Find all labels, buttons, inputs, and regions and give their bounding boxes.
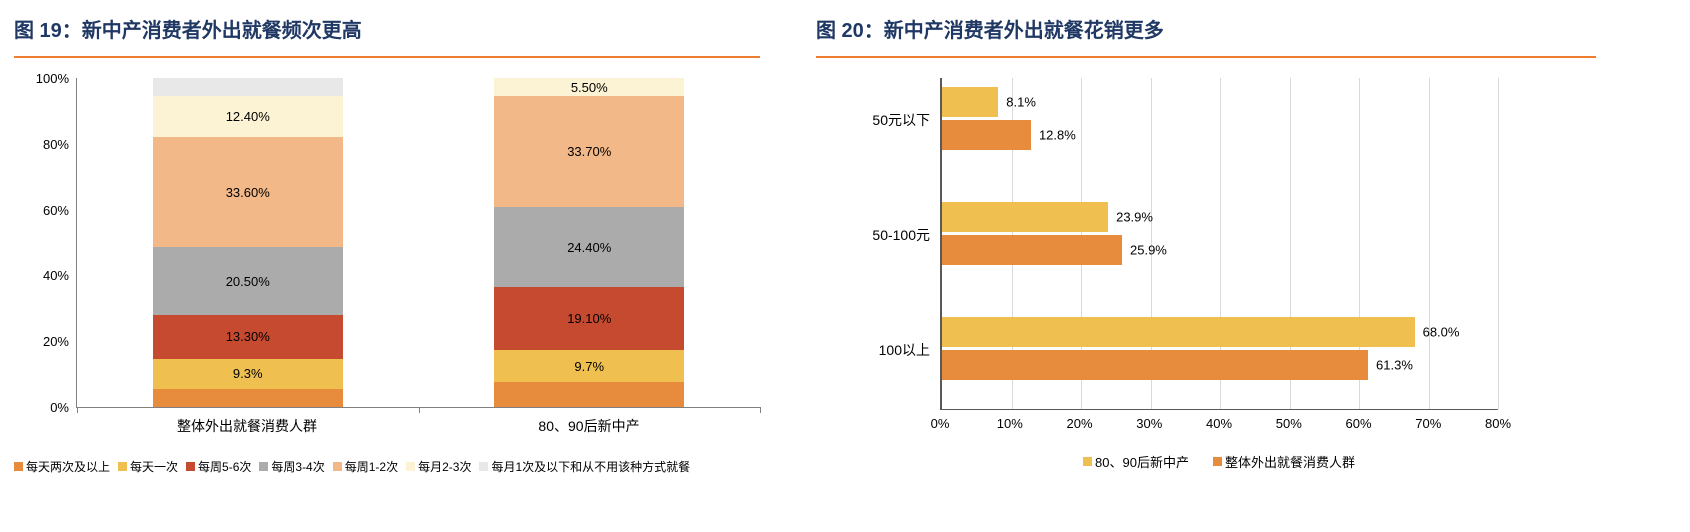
legend-label: 每天一次 — [130, 460, 179, 474]
x-axis: 0% 10% 20% 30% 40% 50% 60% 70% 80% — [931, 416, 1511, 436]
figure-19-chart: 0% 20% 40% 60% 80% 100% 9.3% 13.30% 20.50% 33.60%… — [14, 71, 761, 475]
stacked-bars-group: 9.3% 13.30% 20.50% 33.60% 12.40% 9.7% 19.10% 24… — [77, 78, 760, 407]
legend-swatch — [14, 462, 23, 471]
bar-segment: 9.7% — [494, 350, 685, 382]
legend-label: 每月2-3次 — [418, 460, 472, 474]
bar: 68.0% — [942, 317, 1459, 347]
legend-label: 每月1次及以下和从不用该种方式就餐 — [491, 460, 691, 474]
gridline — [1220, 78, 1221, 409]
legend-swatch — [259, 462, 269, 471]
category-label: 50元以下 — [872, 111, 930, 128]
legend-swatch — [118, 462, 128, 471]
bar-value-label: 61.3% — [1376, 357, 1413, 373]
gridline — [1289, 78, 1291, 409]
stacked-bar: 9.3% 13.30% 20.50% 33.60% 12.40% — [152, 78, 343, 407]
figure-19-panel: 图 19：新中产消费者外出就餐频次更高 0% 20% 40% 60% 80% 100% 9.… — [14, 12, 761, 475]
legend-label: 每周3-4次 — [271, 460, 325, 474]
gridline — [1150, 78, 1152, 409]
figure-20-legend: 80、90后新中产 整体外出就餐消费人群 — [940, 452, 1498, 471]
y-axis-tick-label: 0% — [50, 400, 69, 415]
y-axis-tick-label: 80% — [42, 136, 69, 152]
stacked-bar: 9.7% 19.10% 24.40% 33.70% 5.50% — [494, 78, 685, 407]
bar-segment: 9.3% — [152, 358, 343, 390]
legend-item: 每周5-6次 — [186, 458, 251, 475]
figure-20-panel: 图 20：新中产消费者外出就餐花销更多 50元以下 8.1% 12.8% 50-100… — [816, 12, 1596, 475]
bar-value-label: 68.0% — [1422, 324, 1460, 340]
legend-item: 每天两次及以上 — [14, 458, 110, 475]
legend-swatch — [332, 462, 342, 471]
x-axis-tick-label: 0% — [930, 416, 950, 431]
figure-20-title-rule — [816, 56, 1596, 58]
category-label: 整体外出就餐消费人群 — [177, 418, 317, 434]
legend-label: 80、90后新中产 — [1095, 455, 1189, 470]
legend-item: 每天一次 — [118, 458, 178, 475]
legend-item: 每周3-4次 — [259, 458, 325, 475]
x-axis-tick-mark — [760, 407, 761, 413]
gridline — [1428, 78, 1430, 409]
bar-segment: 13.30% — [152, 314, 343, 359]
bar-value-label: 23.9% — [1116, 209, 1153, 225]
legend-label: 整体外出就餐消费人群 — [1224, 455, 1355, 470]
y-axis-tick-label: 100% — [35, 71, 69, 86]
category-label: 80、90后新中产 — [538, 418, 640, 434]
bar-value-label: 8.1% — [1006, 94, 1036, 110]
report-figures-row: 图 19：新中产消费者外出就餐频次更高 0% 20% 40% 60% 80% 100% 9.… — [14, 12, 1596, 475]
x-axis-tick-mark — [418, 407, 420, 413]
legend-swatch — [406, 462, 416, 471]
legend-label: 每周1-2次 — [344, 460, 399, 474]
bar-segment: 33.70% — [494, 96, 685, 207]
bar-segment: 12.40% — [152, 96, 343, 137]
legend-item: 每月1次及以下和从不用该种方式就餐 — [479, 458, 690, 475]
legend-swatch — [186, 462, 196, 471]
bar: 25.9% — [942, 235, 1167, 265]
bar-segment: 5.50% — [494, 78, 685, 97]
legend-swatch — [1212, 457, 1222, 466]
figure-20-chart: 50元以下 8.1% 12.8% 50-100元 23.9% 25.9% 100以上 68.0… — [816, 78, 1596, 471]
x-axis-tick-label: 40% — [1205, 416, 1233, 431]
bar: 8.1% — [942, 87, 1036, 117]
x-axis-tick-label: 20% — [1066, 416, 1093, 431]
bar-segment: 20.50% — [152, 247, 343, 315]
figure-19-title: 图 19：新中产消费者外出就餐频次更高 — [14, 20, 362, 42]
category-label: 50-100元 — [872, 226, 930, 243]
x-axis-tick-label: 70% — [1415, 416, 1442, 431]
bar-segment — [152, 78, 343, 97]
bar-value-label: 25.9% — [1130, 242, 1167, 258]
gridline — [1498, 78, 1499, 409]
figure-19-title-rule — [14, 56, 760, 58]
bar-segment: 24.40% — [494, 207, 685, 288]
bar-segment: 33.60% — [152, 136, 343, 248]
figure-20-title: 图 20：新中产消费者外出就餐花销更多 — [816, 20, 1164, 42]
legend-label: 每周5-6次 — [198, 460, 252, 474]
legend-item: 每周1-2次 — [332, 458, 399, 475]
gridline — [1359, 78, 1360, 409]
figure-20-plot-area: 50元以下 8.1% 12.8% 50-100元 23.9% 25.9% 100以上 68.0… — [872, 78, 1499, 410]
category-label: 100以上 — [878, 341, 930, 358]
x-axis-tick-mark — [77, 407, 78, 413]
y-axis-tick-label: 40% — [42, 268, 69, 284]
legend-label: 每天两次及以上 — [26, 460, 111, 474]
figure-19-legend: 每天两次及以上 每天一次 每周5-6次 每周3-4次 每周1-2次 每月2-3次 每月1次及… — [14, 458, 760, 475]
x-axis-tick-label: 50% — [1275, 416, 1302, 431]
y-axis-tick-label: 60% — [42, 202, 69, 218]
legend-item: 整体外出就餐消费人群 — [1212, 452, 1355, 471]
bar-segment — [152, 389, 343, 407]
bar-segment: 19.10% — [494, 287, 685, 351]
bar-segment — [494, 382, 685, 407]
y-axis-tick-label: 20% — [42, 334, 69, 350]
x-axis-tick-label: 80% — [1484, 416, 1512, 431]
x-axis-tick-label: 10% — [996, 416, 1023, 431]
bar: 61.3% — [942, 350, 1413, 380]
bar: 23.9% — [942, 202, 1153, 232]
legend-item: 每月2-3次 — [406, 458, 471, 475]
legend-swatch — [479, 462, 489, 471]
legend-swatch — [1083, 457, 1093, 466]
x-axis-tick-label: 60% — [1345, 416, 1372, 431]
bar-value-label: 12.8% — [1038, 127, 1076, 143]
bar: 12.8% — [942, 120, 1076, 150]
x-axis-category-labels: 整体外出就餐消费人群 80、90后新中产 — [76, 416, 760, 436]
figure-19-plot-area: 0% 20% 40% 60% 80% 100% 9.3% 13.30% 20.50% 33.60%… — [36, 71, 761, 415]
x-axis-tick-label: 30% — [1136, 416, 1163, 431]
legend-item: 80、90后新中产 — [1083, 452, 1189, 471]
